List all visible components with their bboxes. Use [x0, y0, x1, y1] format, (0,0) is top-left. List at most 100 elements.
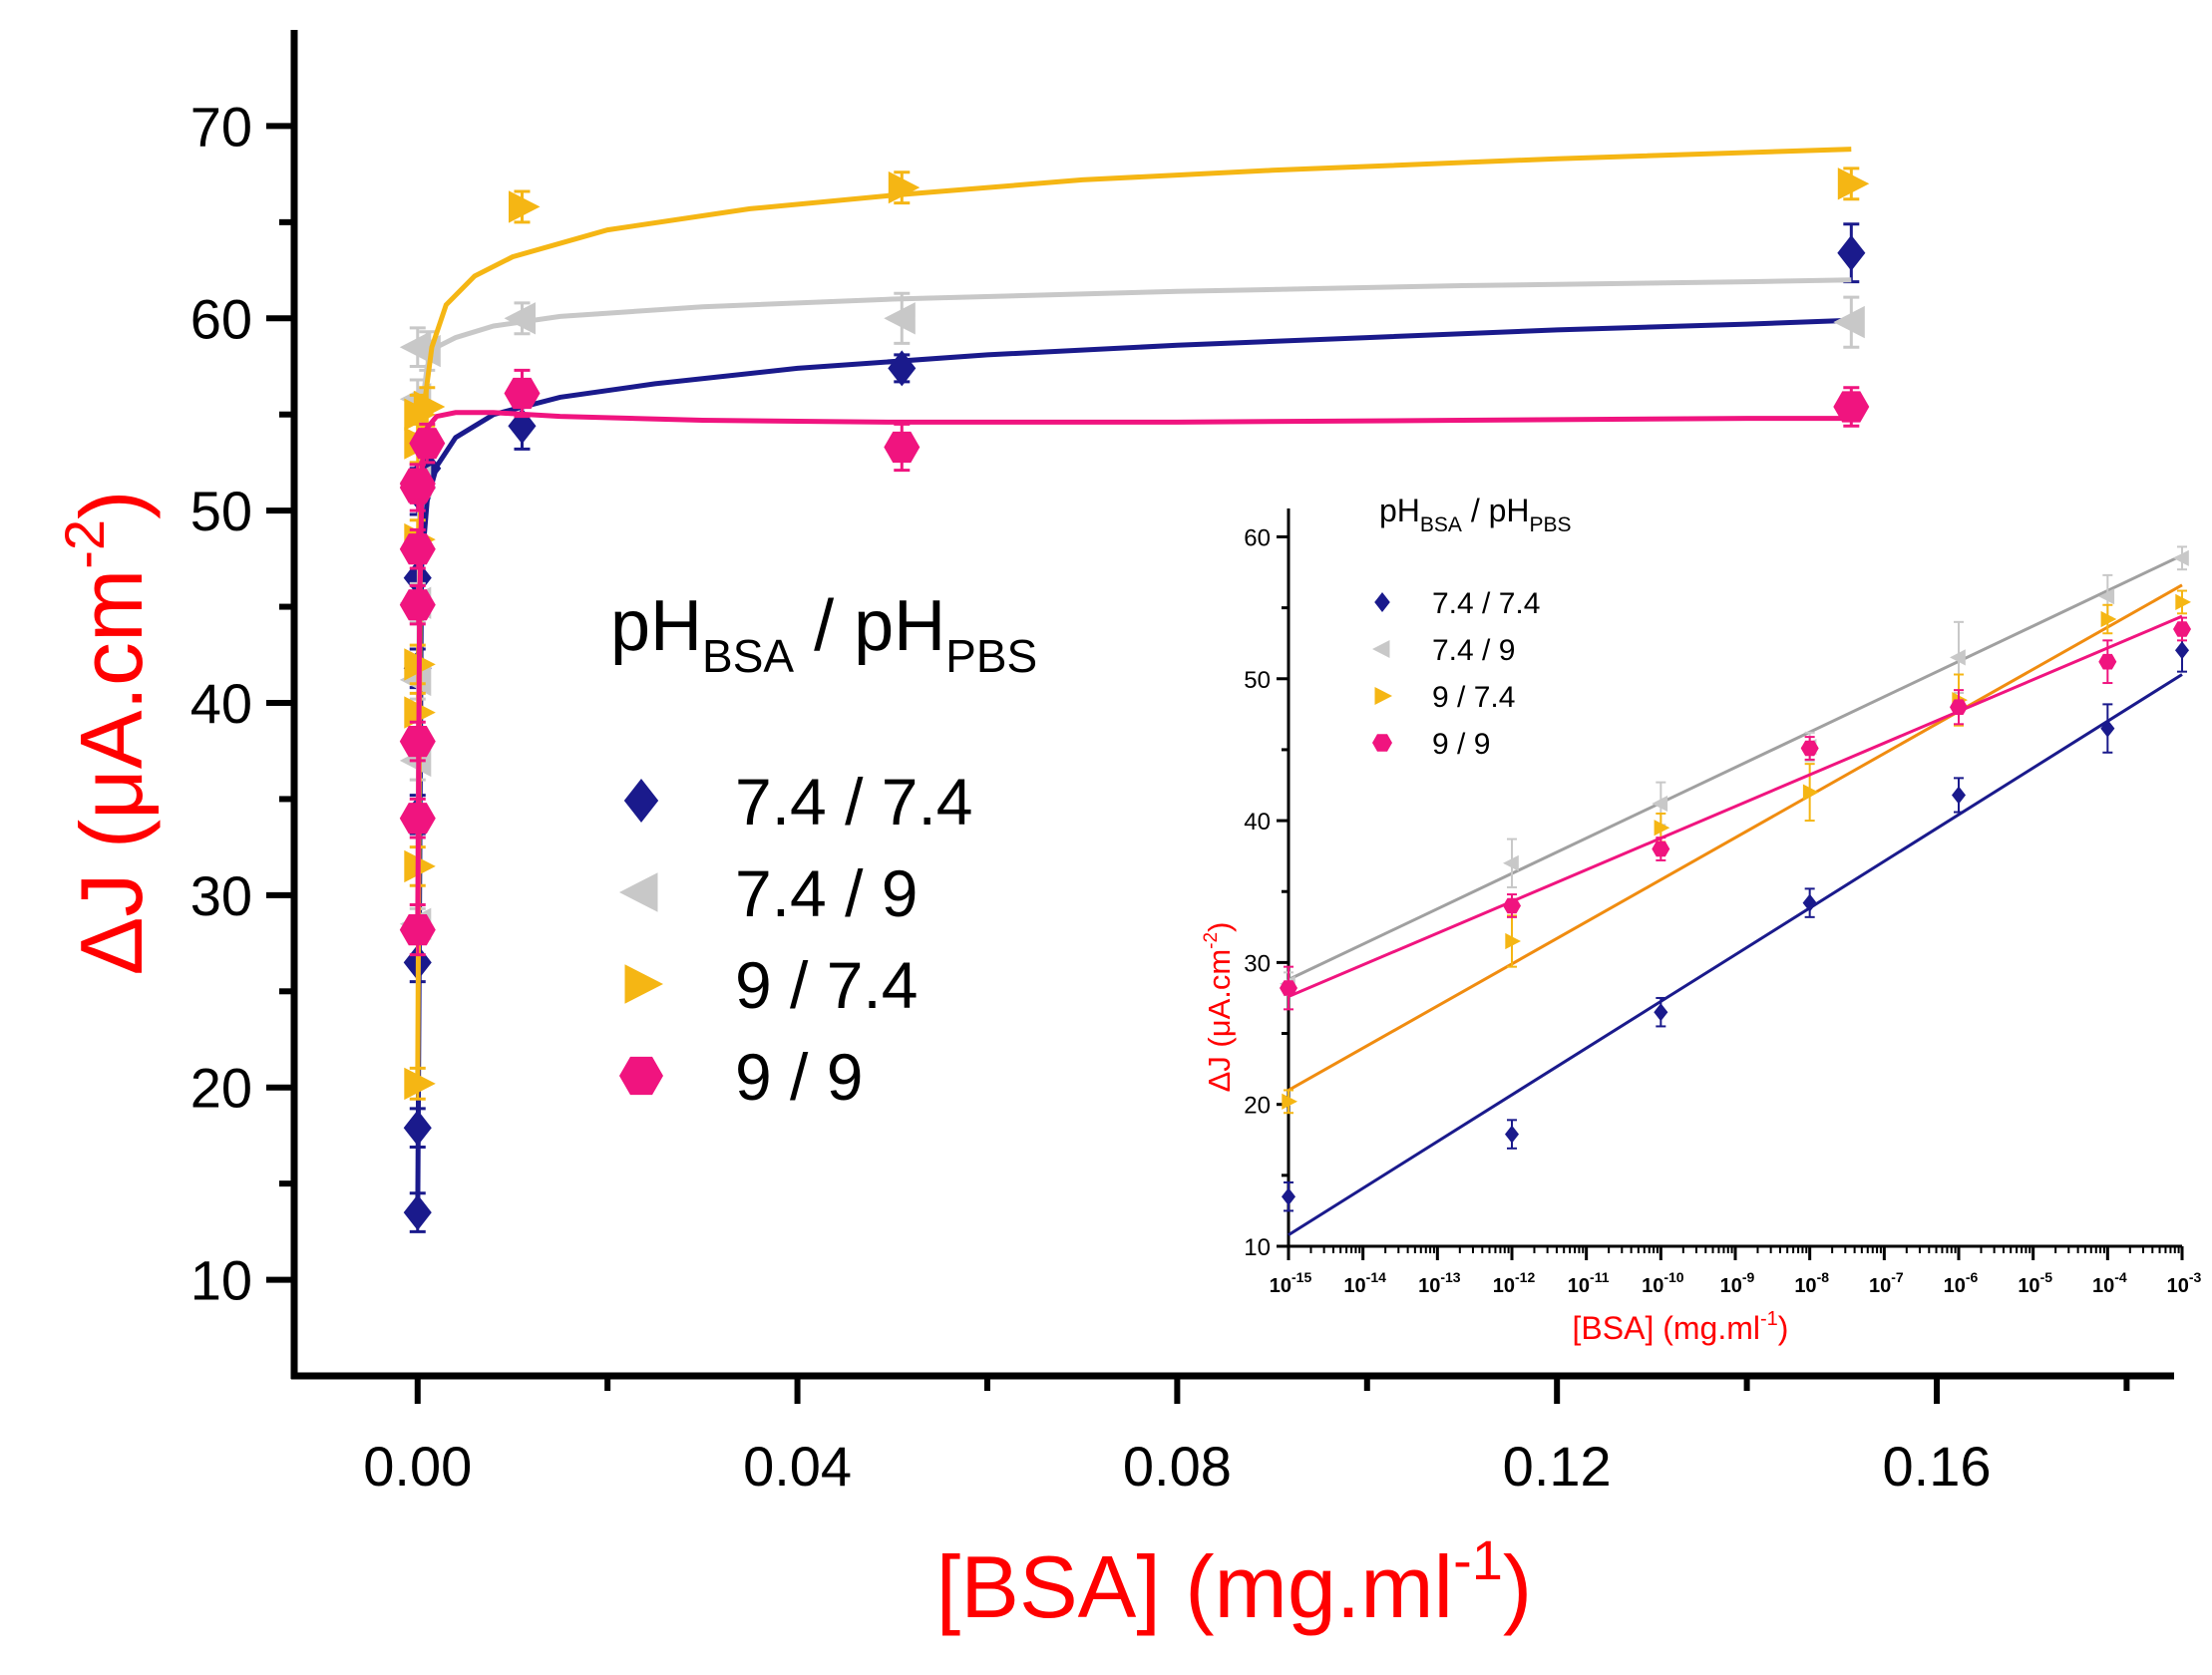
- inset-data-point: [2100, 719, 2115, 738]
- y-tick-label: 40: [190, 672, 252, 735]
- inset-x-tick-exp: -12: [1515, 1269, 1535, 1285]
- data-point: [413, 390, 446, 424]
- data-point: [403, 1194, 432, 1231]
- data-point: [888, 170, 921, 204]
- inset-data-point: [1505, 932, 1521, 950]
- inset-x-tick-exp: -14: [1366, 1269, 1386, 1285]
- data-point: [404, 1067, 436, 1101]
- y-axis-label-end: ): [62, 491, 161, 519]
- x-tick-label: 0.08: [1123, 1435, 1232, 1498]
- y-tick-label: 50: [190, 480, 252, 542]
- x-axis-label-sup: -1: [1453, 1528, 1503, 1591]
- legend-label: 7.4 / 7.4: [735, 765, 973, 838]
- inset-fit-line: [1288, 553, 2183, 981]
- inset-x-tick-exp: -11: [1590, 1269, 1610, 1285]
- inset-data-point: [2098, 653, 2117, 670]
- inset-data-point: [1654, 1003, 1668, 1022]
- inset-x-tick-base: 10: [1418, 1275, 1440, 1297]
- inset-x-tick-base: 10: [1270, 1275, 1291, 1297]
- y-tick-label: 60: [190, 287, 252, 350]
- legend-marker: [623, 779, 659, 823]
- inset-y-tick-label: 40: [1244, 809, 1271, 836]
- data-point: [399, 726, 436, 758]
- data-point: [884, 431, 921, 464]
- inset-legend-title-sub: BSA: [1420, 513, 1462, 536]
- legend-label: 7.4 / 9: [735, 856, 918, 930]
- data-point: [399, 914, 436, 946]
- inset-x-tick-base: 10: [2018, 1275, 2039, 1297]
- inset-x-tick-base: 10: [1493, 1275, 1515, 1297]
- data-point: [1833, 391, 1870, 423]
- inset-x-tick-label: 10-13: [1418, 1269, 1461, 1297]
- inset-x-tick-base: 10: [1720, 1275, 1742, 1297]
- y-axis-label-text: ΔJ (μA.cm: [62, 569, 161, 976]
- inset-data-point: [1802, 784, 1819, 801]
- legend-marker: [619, 1056, 663, 1096]
- x-tick-label: 0.12: [1503, 1435, 1612, 1498]
- legend-marker: [624, 964, 663, 1004]
- inset-x-axis-label-sup: -1: [1760, 1308, 1778, 1330]
- inset-fit-line: [1288, 673, 2183, 1236]
- fit-curve: [415, 410, 1852, 934]
- inset-x-tick-label: 10-10: [1642, 1269, 1684, 1297]
- x-tick-label: 0.04: [743, 1435, 852, 1498]
- inset-x-axis-label-text: [BSA] (mg.ml: [1573, 1310, 1760, 1346]
- data-point: [403, 1110, 432, 1147]
- inset-data-point: [2173, 549, 2189, 566]
- inset-x-tick-label: 10-14: [1343, 1269, 1386, 1297]
- inset-x-tick-exp: -7: [1891, 1269, 1904, 1285]
- inset-x-tick-label: 10-11: [1568, 1269, 1610, 1297]
- inset-x-tick-label: 10-4: [2092, 1269, 2127, 1297]
- inset-x-tick-exp: -13: [1440, 1269, 1460, 1285]
- x-axis-label: [BSA] (mg.ml-1): [936, 1528, 1532, 1636]
- inset-data-point: [1505, 1125, 1519, 1144]
- inset-y-axis-label-end: ): [1202, 922, 1237, 932]
- data-point: [399, 663, 432, 697]
- legend: pHBSA / pHPBS 7.4 / 7.4 7.4 / 9 9 / 7.4 9 / …: [610, 586, 1037, 1114]
- legend-label: 9 / 9: [735, 1040, 863, 1114]
- inset-legend-marker: [1374, 592, 1390, 612]
- inset-x-tick-base: 10: [2092, 1275, 2114, 1297]
- y-tick-label: 70: [190, 95, 252, 158]
- legend-label: 9 / 7.4: [735, 948, 918, 1022]
- x-axis-label-end: ): [1503, 1537, 1532, 1636]
- inset-x-axis-label: [BSA] (mg.ml-1): [1573, 1308, 1789, 1346]
- data-point: [884, 302, 916, 335]
- inset-legend-marker: [1374, 687, 1392, 705]
- inset-fit-line: [1288, 614, 2183, 998]
- data-point: [399, 533, 436, 565]
- inset-series-0: [1282, 627, 2189, 1236]
- data-point: [1837, 168, 1870, 200]
- inset-x-tick-base: 10: [1642, 1275, 1663, 1297]
- inset-legend-marker: [1372, 640, 1390, 658]
- legend-marker: [619, 872, 658, 912]
- inset-series-2: [1282, 583, 2191, 1115]
- inset-series-1: [1280, 545, 2189, 997]
- inset-data-point: [1950, 699, 1968, 715]
- data-point: [399, 589, 436, 621]
- inset-data-point: [1800, 740, 1819, 757]
- inset-x-tick-exp: -8: [1817, 1269, 1830, 1285]
- inset-data-point: [2100, 610, 2117, 628]
- inset-y-tick-label: 10: [1244, 1234, 1271, 1261]
- inset-data-point: [1652, 795, 1668, 813]
- inset-data-point: [1802, 893, 1817, 912]
- data-point: [504, 302, 536, 335]
- inset-legend-label: 7.4 / 9: [1432, 634, 1515, 667]
- data-point: [399, 803, 436, 835]
- inset-legend-label: 9 / 9: [1432, 728, 1490, 761]
- inset-y-tick-label: 50: [1244, 667, 1271, 694]
- inset-y-axis-label-sup: -2: [1201, 932, 1222, 949]
- data-point: [888, 350, 917, 387]
- inset-data-point: [1503, 897, 1521, 914]
- inset-data-point: [1282, 1187, 1295, 1206]
- legend-title-sub: BSA: [702, 630, 794, 682]
- y-tick-label: 30: [190, 864, 252, 927]
- data-point: [509, 190, 541, 223]
- inset-x-tick-label: 10-7: [1869, 1269, 1904, 1297]
- inset-legend-title: pHBSA / pHPBS: [1379, 493, 1572, 536]
- inset-x-tick-exp: -5: [2040, 1269, 2053, 1285]
- inset-x-tick-label: 10-8: [1794, 1269, 1829, 1297]
